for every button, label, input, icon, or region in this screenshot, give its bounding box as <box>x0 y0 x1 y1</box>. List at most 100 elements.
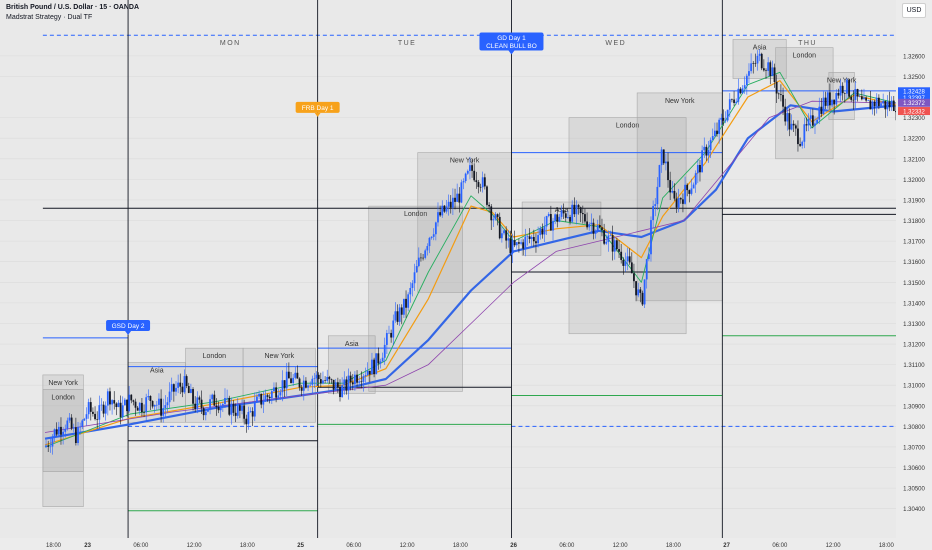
candle-body <box>204 411 207 416</box>
candle-body <box>351 382 354 385</box>
candle-body <box>520 242 522 244</box>
candle-body <box>466 170 469 174</box>
candle-body <box>437 212 439 223</box>
candle-body <box>607 235 610 242</box>
candle-body <box>236 405 239 416</box>
candle-body <box>863 97 865 100</box>
candle-body <box>513 240 516 246</box>
candle-body <box>709 139 712 151</box>
candle-body <box>413 272 416 284</box>
time-tick-label: 12:00 <box>400 543 416 549</box>
candle-body <box>667 161 669 181</box>
candle-body <box>771 67 774 77</box>
candle-body <box>362 376 365 382</box>
candle-body <box>515 242 518 246</box>
time-axis-panel[interactable] <box>0 538 932 550</box>
candle-body <box>307 385 309 388</box>
candle-body <box>586 221 588 228</box>
candle-body <box>490 206 493 221</box>
session-label: London <box>404 211 427 218</box>
candle-body <box>754 63 757 64</box>
candle-body <box>890 100 893 108</box>
candle-body <box>603 230 606 244</box>
candle-body <box>488 204 491 207</box>
candle-body <box>68 417 71 421</box>
candle-body <box>145 397 148 413</box>
candle-body <box>296 372 299 379</box>
candle-body <box>500 233 503 239</box>
candle-body <box>867 100 870 101</box>
symbol-title[interactable]: British Pound / U.S. Dollar · 15 · OANDA <box>6 4 140 11</box>
candle-body <box>100 404 103 406</box>
candle-body <box>47 445 50 447</box>
candle-body <box>241 405 243 411</box>
candle-body <box>200 399 203 409</box>
candle-body <box>688 190 691 194</box>
candle-body <box>852 99 855 101</box>
candle-body <box>650 220 652 255</box>
candle-body <box>190 389 192 393</box>
candle-body <box>415 266 418 273</box>
price-label-box <box>898 98 930 107</box>
candle-body <box>398 307 401 322</box>
candle-body <box>554 214 557 221</box>
price-tick-label: 1.32500 <box>903 75 925 81</box>
session-label: New York <box>48 380 78 387</box>
day-separators <box>127 0 723 538</box>
candle-body <box>701 150 704 173</box>
candle-body <box>168 391 171 403</box>
candle-body <box>865 97 868 101</box>
candle-body <box>334 382 337 390</box>
session-box <box>417 152 512 293</box>
candle-body <box>696 164 699 174</box>
session-label: New York <box>450 158 480 165</box>
candle-body <box>532 237 535 242</box>
candle-body <box>567 217 569 218</box>
candle-body <box>98 405 101 420</box>
candle-body <box>311 378 314 385</box>
indicator-name[interactable]: Madstrat Strategy · Dual TF <box>6 14 93 21</box>
candle-body <box>317 374 320 380</box>
candle-body <box>598 225 601 228</box>
candle-body <box>360 381 363 383</box>
candle-body <box>630 262 633 274</box>
candle-body <box>358 381 361 383</box>
candle-body <box>518 242 520 244</box>
candle-body <box>884 100 887 110</box>
candle-body <box>166 402 169 406</box>
candle-body <box>837 93 840 96</box>
price-tick-label: 1.31900 <box>903 198 925 204</box>
candle-body <box>605 241 608 244</box>
candle-body <box>777 93 780 95</box>
candle-body <box>128 394 131 412</box>
session-box <box>42 389 84 507</box>
candle-body <box>829 92 831 106</box>
candle-body <box>72 427 75 429</box>
candle-body <box>258 393 260 397</box>
candle-body <box>292 377 295 383</box>
candle-body <box>268 396 271 399</box>
candle-body <box>575 205 578 215</box>
price-label-box <box>898 93 930 102</box>
candle-body <box>780 94 782 96</box>
candle-body <box>690 188 693 194</box>
candle-body <box>443 205 446 212</box>
candle-body <box>460 182 463 203</box>
candle-body <box>92 411 94 414</box>
candle-body <box>835 93 838 105</box>
candle-body <box>309 384 312 386</box>
currency-selector[interactable]: USD <box>902 3 926 18</box>
candle-body <box>262 401 265 405</box>
candle-body <box>275 387 278 398</box>
candle-body <box>392 320 395 338</box>
candle-body <box>483 177 486 187</box>
price-tick-label: 1.30500 <box>903 487 925 493</box>
candle-body <box>89 402 92 412</box>
price-label: 1.32428 <box>903 90 925 96</box>
candle-body <box>394 311 397 321</box>
moving-average-line <box>44 100 898 433</box>
time-tick-label: 12:00 <box>187 543 203 549</box>
tag-pointer <box>125 331 132 336</box>
candle-body <box>62 431 65 435</box>
